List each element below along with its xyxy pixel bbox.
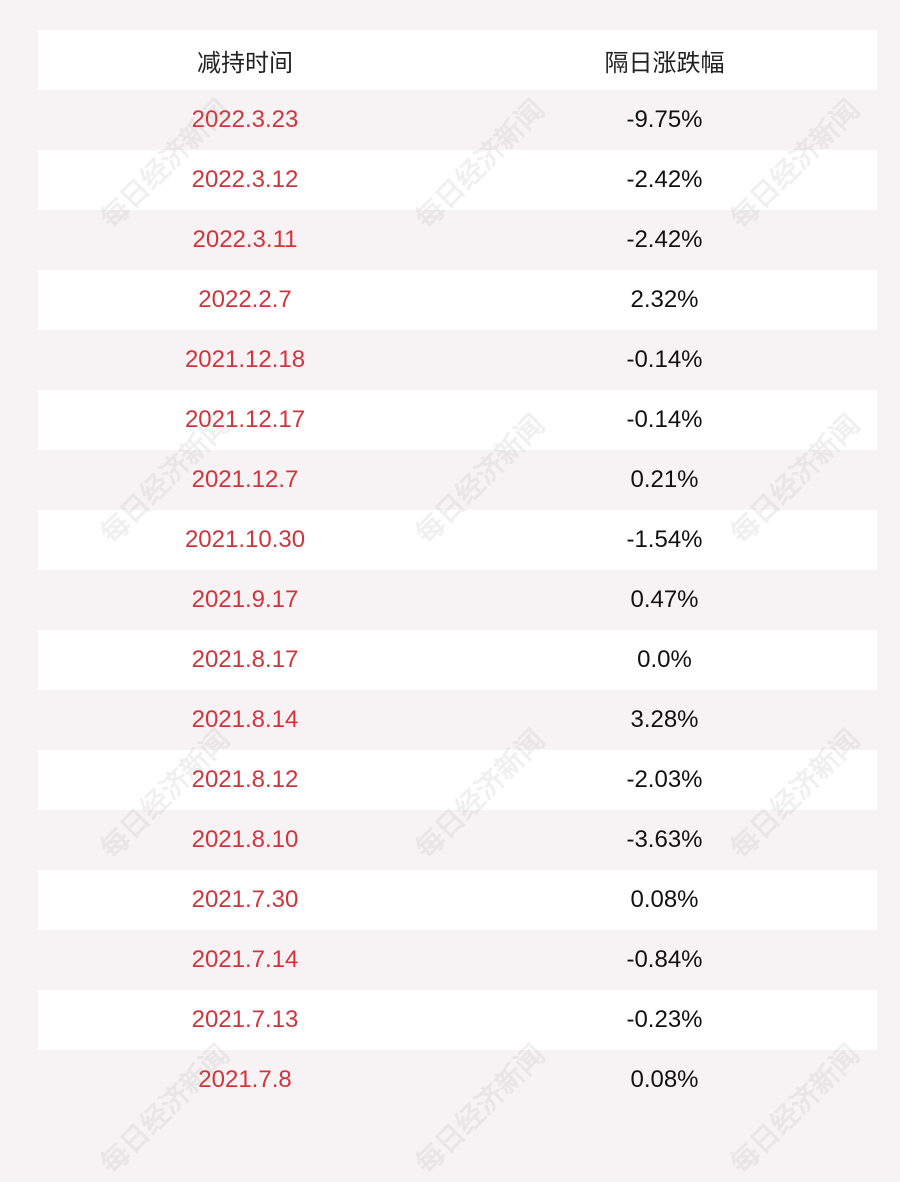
table-row: 2021.7.14 -0.84% <box>38 930 877 990</box>
change-cell: -2.42% <box>626 226 703 253</box>
date-cell: 2021.12.17 <box>184 406 306 433</box>
date-cell: 2021.7.13 <box>191 1006 299 1033</box>
table-row: 2022.3.12 -2.42% <box>38 150 877 210</box>
date-cell: 2022.3.11 <box>192 226 298 253</box>
change-cell: -2.42% <box>626 166 703 193</box>
table-row: 2021.8.14 3.28% <box>38 690 877 750</box>
table-row: 2021.8.17 0.0% <box>38 630 877 690</box>
date-cell: 2021.8.12 <box>191 766 299 793</box>
date-cell: 2021.12.7 <box>191 466 299 493</box>
date-cell: 2021.7.8 <box>198 1066 292 1093</box>
table-row: 2022.3.11 -2.42% <box>38 210 877 270</box>
date-cell: 2021.8.14 <box>191 706 299 733</box>
table-row: 2021.10.30 -1.54% <box>38 510 877 570</box>
change-cell: 0.47% <box>630 586 699 613</box>
table-row: 2021.7.30 0.08% <box>38 870 877 930</box>
change-cell: 2.32% <box>630 286 699 313</box>
date-cell: 2022.2.7 <box>198 286 292 313</box>
change-cell: 0.08% <box>630 886 699 913</box>
header-row: 减持时间 隔日涨跌幅 <box>38 30 877 90</box>
change-cell: -2.03% <box>626 766 703 793</box>
date-cell: 2021.10.30 <box>184 526 306 553</box>
table: 减持时间 隔日涨跌幅 2022.3.23 -9.75% 2022.3.12 -2.42… <box>38 30 877 1110</box>
table-row: 2021.8.10 -3.63% <box>38 810 877 870</box>
change-cell: -0.14% <box>626 406 703 433</box>
header-cell: 减持时间 <box>197 49 293 77</box>
header-cell: 隔日涨跌幅 <box>604 49 725 77</box>
change-cell: 0.08% <box>630 1066 699 1093</box>
table-row: 2021.12.7 0.21% <box>38 450 877 510</box>
change-cell: -1.54% <box>626 526 703 553</box>
table-row: 2022.3.23 -9.75% <box>38 90 877 150</box>
change-cell: 0.0% <box>637 646 692 673</box>
table-row: 2021.12.18 -0.14% <box>38 330 877 390</box>
date-cell: 2021.9.17 <box>191 586 299 613</box>
change-cell: -0.14% <box>626 346 703 373</box>
change-cell: -0.84% <box>626 946 703 973</box>
table-row: 2021.7.13 -0.23% <box>38 990 877 1050</box>
date-cell: 2022.3.23 <box>191 106 299 133</box>
table-row: 2021.7.8 0.08% <box>38 1050 877 1110</box>
table-row: 2021.12.17 -0.14% <box>38 390 877 450</box>
change-cell: 3.28% <box>630 706 699 733</box>
date-cell: 2021.12.18 <box>184 346 306 373</box>
date-cell: 2021.7.30 <box>191 886 299 913</box>
change-cell: -9.75% <box>626 106 703 133</box>
date-cell: 2021.7.14 <box>191 946 299 973</box>
change-cell: 0.21% <box>630 466 699 493</box>
page: 减持时间 隔日涨跌幅 2022.3.23 -9.75% 2022.3.12 -2.42… <box>38 30 877 1181</box>
date-cell: 2022.3.12 <box>191 166 299 193</box>
change-cell: -0.23% <box>626 1006 703 1033</box>
date-cell: 2021.8.10 <box>191 826 299 853</box>
table-row: 2021.8.12 -2.03% <box>38 750 877 810</box>
table-row: 2021.9.17 0.47% <box>38 570 877 630</box>
table-row: 2022.2.7 2.32% <box>38 270 877 330</box>
change-cell: -3.63% <box>626 826 703 853</box>
date-cell: 2021.8.17 <box>191 646 299 673</box>
